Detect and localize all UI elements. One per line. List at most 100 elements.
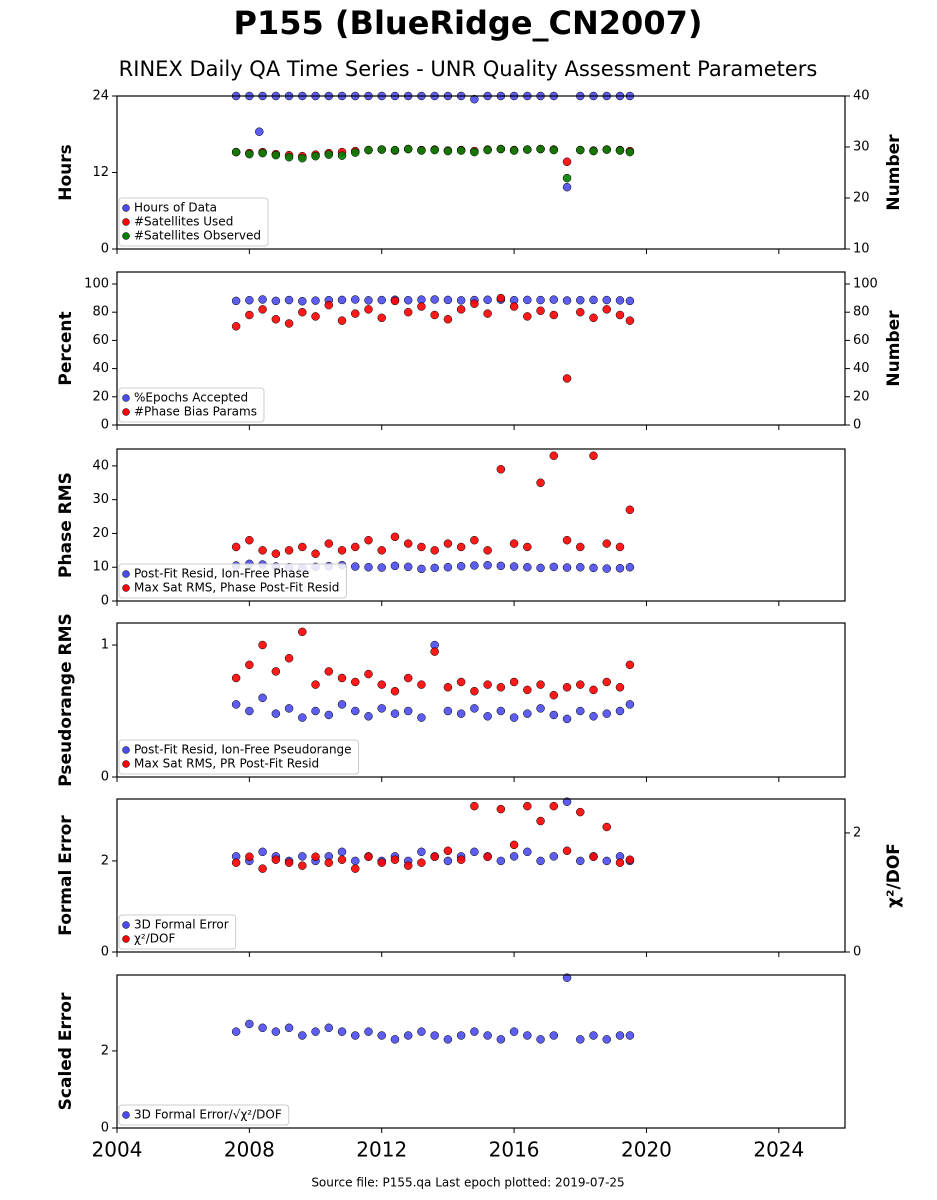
point [602, 564, 611, 573]
point [549, 310, 559, 320]
point [443, 539, 453, 548]
point [337, 855, 347, 864]
point [456, 561, 466, 571]
y-tick-label: 0 [101, 1121, 109, 1136]
point [536, 306, 545, 316]
point [337, 546, 347, 555]
point [562, 535, 572, 545]
panel-frame [116, 974, 846, 1129]
y-tick-label: 40 [92, 361, 109, 376]
point [536, 295, 545, 305]
y2-tick-label: 20 [853, 389, 870, 404]
point [496, 144, 506, 154]
point [615, 858, 625, 867]
point [443, 562, 453, 572]
point [443, 146, 453, 156]
point [602, 305, 611, 314]
point [417, 1027, 426, 1036]
point [456, 542, 466, 552]
point [523, 312, 532, 321]
point [536, 144, 545, 154]
point [298, 1031, 307, 1040]
point [351, 542, 360, 552]
y-tick-label: 60 [92, 333, 109, 348]
point [284, 319, 294, 328]
y2-axis-label: Number [884, 134, 904, 211]
point [403, 539, 413, 548]
point [523, 801, 532, 811]
point [456, 677, 466, 687]
point [496, 706, 506, 716]
point [430, 295, 439, 304]
point [562, 973, 572, 982]
point [430, 852, 439, 861]
legend-label: Max Sat RMS, PR Post-Fit Resid [134, 757, 319, 771]
point [496, 856, 506, 866]
point [324, 667, 334, 676]
point [523, 847, 532, 857]
point [615, 683, 625, 692]
point [403, 861, 413, 870]
point [602, 1035, 611, 1044]
point [536, 478, 545, 488]
point [403, 1031, 413, 1040]
point [390, 709, 400, 718]
point [390, 855, 400, 864]
point [523, 542, 532, 552]
y-axis-label: Hours [56, 144, 76, 201]
point [311, 852, 320, 861]
y2-tick-label: 40 [853, 89, 870, 104]
point [625, 855, 635, 864]
point [337, 151, 347, 160]
point [403, 295, 413, 305]
point [562, 683, 572, 692]
point [231, 296, 241, 306]
point [298, 307, 307, 317]
point [470, 147, 479, 157]
point [258, 847, 267, 857]
point [443, 706, 453, 716]
y-tick-label: 2 [101, 1043, 109, 1058]
legend-label: Max Sat RMS, Phase Post-Fit Resid [134, 581, 339, 595]
x-tick-label: 2008 [224, 1138, 275, 1162]
point [351, 148, 360, 157]
panel-frame [116, 95, 846, 250]
point [377, 546, 386, 555]
legend-label: χ²/DOF [134, 932, 175, 946]
point [245, 295, 254, 305]
point [258, 693, 267, 703]
point [443, 683, 453, 692]
point [562, 797, 572, 806]
point [417, 146, 426, 155]
legend-marker [122, 584, 130, 592]
y-tick-label: 80 [92, 305, 109, 320]
point [562, 182, 572, 192]
point [311, 549, 320, 558]
point [377, 145, 386, 154]
point [430, 1031, 439, 1040]
point [324, 150, 334, 159]
point [417, 542, 426, 552]
point [403, 673, 413, 683]
y2-tick-label: 10 [853, 242, 870, 257]
x-tick-label: 2016 [489, 1138, 540, 1162]
point [390, 532, 400, 542]
point [456, 296, 466, 305]
point [523, 562, 532, 572]
point [483, 295, 492, 305]
point [602, 295, 611, 305]
point [589, 1031, 598, 1040]
point [549, 295, 559, 304]
point [536, 856, 545, 866]
y-tick-label: 20 [92, 389, 109, 404]
point [245, 310, 254, 320]
point [364, 712, 373, 721]
point [311, 312, 320, 321]
y2-axis-label: χ²/DOF [884, 843, 904, 908]
point [576, 807, 585, 817]
point [231, 322, 241, 331]
point [589, 563, 598, 573]
point [258, 546, 267, 555]
legend-box [118, 197, 269, 247]
point [245, 660, 254, 670]
